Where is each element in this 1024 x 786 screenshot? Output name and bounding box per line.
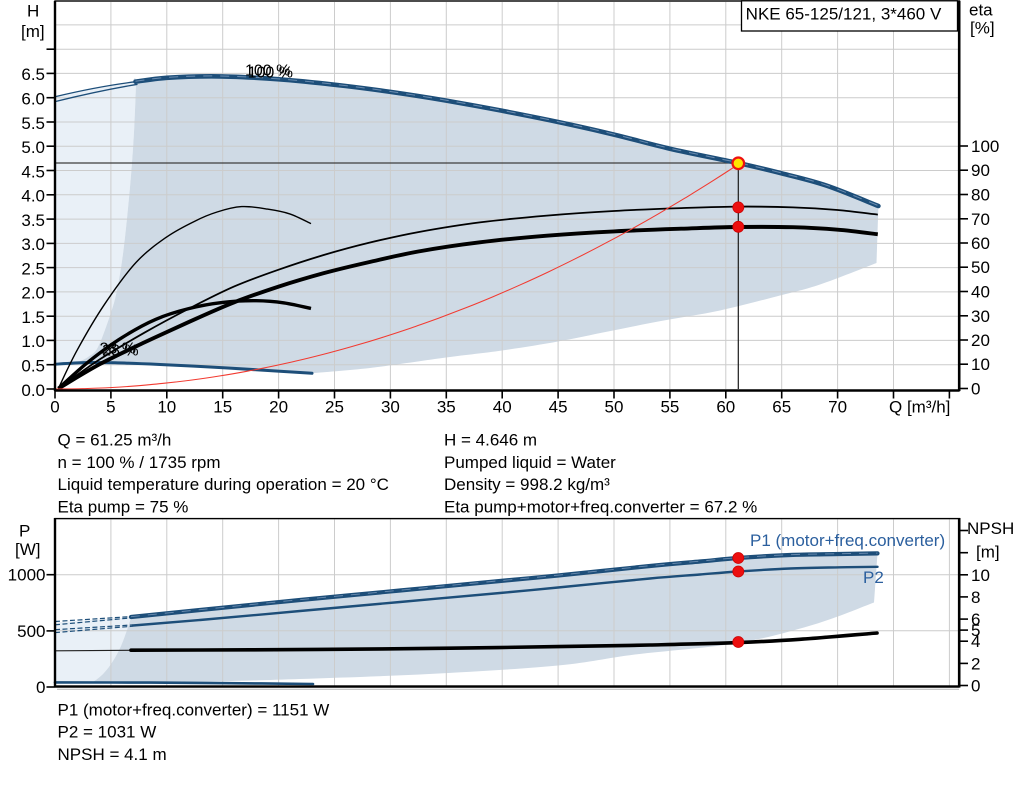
svg-text:Q = 61.25 m³/h: Q = 61.25 m³/h (58, 430, 172, 449)
svg-text:H = 4.646 m: H = 4.646 m (444, 430, 537, 449)
svg-text:80: 80 (971, 186, 990, 205)
svg-text:[W]: [W] (15, 540, 41, 559)
svg-text:P2 = 1031 W: P2 = 1031 W (58, 723, 157, 742)
svg-text:5.0: 5.0 (21, 138, 45, 157)
svg-text:90: 90 (971, 161, 990, 180)
svg-text:20: 20 (971, 331, 990, 350)
svg-text:30: 30 (381, 398, 400, 417)
svg-text:0.5: 0.5 (21, 357, 45, 376)
svg-text:6.5: 6.5 (21, 65, 45, 84)
svg-text:70: 70 (971, 210, 990, 229)
svg-text:15: 15 (213, 398, 232, 417)
svg-text:45: 45 (549, 398, 568, 417)
svg-text:2.0: 2.0 (21, 284, 45, 303)
svg-text:Liquid temperature during oper: Liquid temperature during operation = 20… (58, 475, 389, 494)
svg-text:500: 500 (17, 622, 45, 641)
svg-text:0: 0 (971, 380, 980, 399)
svg-text:Eta pump = 75 %: Eta pump = 75 % (58, 498, 189, 517)
svg-text:65: 65 (772, 398, 791, 417)
svg-text:P1 (motor+freq.converter): P1 (motor+freq.converter) (750, 531, 945, 550)
svg-text:10: 10 (971, 355, 990, 374)
svg-text:P2: P2 (863, 568, 884, 587)
svg-text:100: 100 (971, 137, 999, 156)
svg-text:[%]: [%] (970, 19, 995, 38)
svg-text:1.0: 1.0 (21, 332, 45, 351)
svg-text:5: 5 (971, 621, 980, 640)
svg-text:[m]: [m] (976, 543, 1000, 562)
svg-text:20: 20 (269, 398, 288, 417)
svg-text:NPSH = 4.1 m: NPSH = 4.1 m (58, 745, 167, 764)
svg-text:5.5: 5.5 (21, 114, 45, 133)
svg-text:30: 30 (971, 307, 990, 326)
svg-text:Pumped liquid = Water: Pumped liquid = Water (444, 453, 616, 472)
svg-text:70: 70 (828, 398, 847, 417)
svg-text:10: 10 (157, 398, 176, 417)
svg-text:50: 50 (971, 258, 990, 277)
svg-text:50: 50 (605, 398, 624, 417)
svg-text:0: 0 (971, 677, 980, 696)
svg-text:60: 60 (971, 234, 990, 253)
svg-text:100 %: 100 % (245, 63, 290, 80)
svg-text:P1 (motor+freq.converter) = 11: P1 (motor+freq.converter) = 1151 W (58, 700, 330, 719)
svg-text:1.5: 1.5 (21, 308, 45, 327)
svg-text:P: P (19, 522, 30, 541)
svg-text:0.0: 0.0 (21, 381, 45, 400)
svg-text:Eta pump+motor+freq.converter: Eta pump+motor+freq.converter = 67.2 % (444, 498, 757, 517)
svg-text:Density = 998.2 kg/m³: Density = 998.2 kg/m³ (444, 475, 610, 494)
svg-text:40: 40 (493, 398, 512, 417)
svg-text:NKE 65-125/121, 3*460 V: NKE 65-125/121, 3*460 V (746, 5, 942, 24)
svg-text:25: 25 (325, 398, 344, 417)
svg-text:2.5: 2.5 (21, 259, 45, 278)
svg-text:NPSH: NPSH (967, 519, 1014, 538)
svg-text:28 %: 28 % (102, 342, 138, 359)
svg-text:10: 10 (971, 566, 990, 585)
svg-text:n = 100 % / 1735 rpm: n = 100 % / 1735 rpm (58, 453, 221, 472)
svg-text:6.0: 6.0 (21, 90, 45, 109)
svg-text:35: 35 (437, 398, 456, 417)
svg-text:8: 8 (971, 588, 980, 607)
svg-text:0: 0 (36, 678, 45, 697)
svg-text:4: 4 (971, 632, 980, 651)
svg-text:55: 55 (660, 398, 679, 417)
svg-text:[m]: [m] (21, 22, 45, 41)
svg-text:eta: eta (969, 1, 993, 20)
svg-text:H: H (27, 2, 39, 21)
svg-text:4.5: 4.5 (21, 162, 45, 181)
svg-text:0: 0 (50, 398, 59, 417)
svg-text:3.0: 3.0 (21, 235, 45, 254)
svg-text:1000: 1000 (8, 566, 46, 585)
svg-text:60: 60 (716, 398, 735, 417)
svg-text:3.5: 3.5 (21, 211, 45, 230)
svg-text:Q [m³/h]: Q [m³/h] (889, 398, 950, 417)
svg-text:4.0: 4.0 (21, 187, 45, 206)
svg-text:100 %: 100 % (248, 64, 293, 81)
svg-text:40: 40 (971, 283, 990, 302)
svg-text:6: 6 (971, 610, 980, 629)
svg-text:5: 5 (106, 398, 115, 417)
svg-text:2: 2 (971, 654, 980, 673)
svg-text:28 %: 28 % (100, 341, 136, 358)
